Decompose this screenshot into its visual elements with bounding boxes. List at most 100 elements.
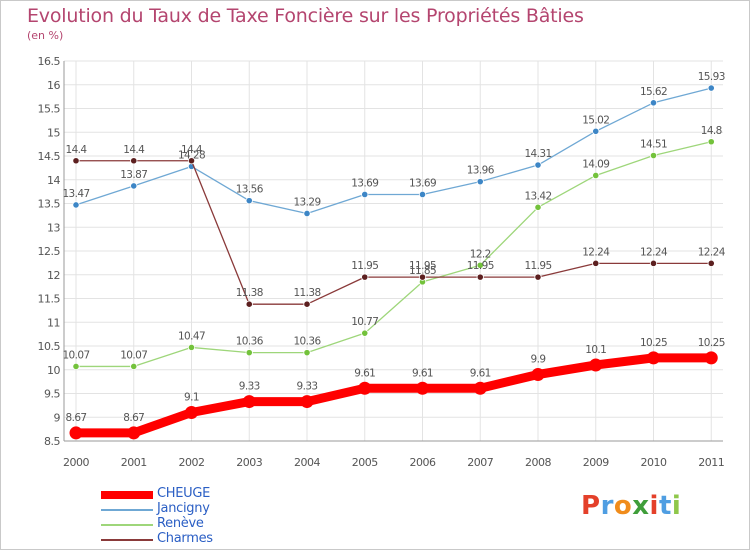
data-label: 11.85 (409, 265, 436, 277)
data-point (592, 127, 600, 135)
data-point (361, 329, 369, 337)
data-label: 11.95 (351, 260, 378, 272)
data-label: 13.96 (467, 165, 495, 177)
x-tick-label: 2009 (583, 456, 609, 469)
series-line-jancigny (75, 87, 712, 215)
chart-subtitle: (en %) (27, 29, 64, 42)
data-point (476, 261, 484, 269)
y-tick-label: 11.5 (38, 293, 61, 306)
data-point (704, 351, 718, 365)
data-label: 10.36 (293, 336, 321, 348)
data-point (361, 190, 369, 199)
data-label: 13.69 (409, 177, 436, 189)
data-point (245, 300, 253, 308)
data-point (130, 362, 138, 371)
data-label: 10.25 (698, 337, 725, 349)
data-point (187, 157, 196, 165)
legend-item-charmes: Charmes (101, 531, 321, 547)
data-label: 13.42 (524, 190, 551, 202)
legend-item-jancigny: Jancigny (101, 501, 321, 517)
data-point (300, 395, 314, 409)
data-label: 12.24 (582, 246, 610, 258)
legend: CHEUGE Jancigny Renève Charmes (101, 486, 321, 547)
logo-letter: r (600, 491, 614, 521)
data-point (589, 358, 603, 372)
data-label: 13.87 (120, 169, 147, 181)
data-label: 15.02 (582, 114, 609, 126)
series-line-cheuge (71, 353, 716, 438)
logo-letter: i (649, 491, 659, 521)
data-point (531, 368, 545, 381)
data-label: 12.24 (698, 246, 726, 258)
y-tick-label: 10 (47, 364, 60, 377)
y-tick-label: 12 (47, 269, 60, 282)
data-point (416, 381, 429, 395)
data-point (476, 178, 484, 186)
data-point (707, 138, 715, 146)
data-label: 12.2 (470, 248, 491, 260)
data-label: 13.47 (62, 188, 89, 200)
data-point (72, 201, 80, 209)
logo-letter: x (632, 491, 650, 521)
data-label: 9.33 (239, 381, 260, 393)
data-label: 10.07 (120, 349, 147, 361)
data-label: 11.95 (524, 260, 551, 272)
y-tick-label: 16.5 (38, 55, 61, 68)
data-point (303, 209, 311, 218)
x-tick-label: 2011 (698, 456, 724, 469)
data-label: 9.61 (412, 367, 433, 379)
data-point (707, 259, 715, 267)
data-point (473, 381, 487, 395)
data-label: 14.09 (582, 158, 609, 170)
y-tick-label: 10.5 (38, 340, 61, 353)
legend-item-cheuge: CHEUGE (101, 486, 321, 502)
data-label: 11.95 (409, 260, 436, 272)
data-label: 11.38 (236, 287, 263, 299)
y-tick-label: 14 (47, 174, 60, 187)
legend-label: Charmes (157, 531, 213, 546)
y-tick-label: 8.5 (44, 435, 60, 448)
legend-label: Renève (157, 516, 204, 531)
data-label: 14.4 (181, 144, 203, 156)
data-point (185, 406, 198, 419)
data-point (245, 349, 253, 357)
data-point (358, 381, 372, 395)
data-point (127, 426, 141, 440)
data-point (69, 426, 83, 440)
y-tick-label: 15 (47, 126, 60, 139)
y-tick-label: 9 (54, 411, 61, 424)
data-point (418, 190, 427, 199)
x-tick-label: 2000 (63, 456, 89, 469)
legend-label: CHEUGE (157, 486, 211, 501)
data-label: 14.51 (640, 139, 667, 151)
data-label: 9.1 (184, 392, 199, 404)
data-label: 10.07 (62, 349, 89, 361)
data-point (649, 259, 658, 267)
data-point (649, 151, 658, 160)
y-tick-label: 13.5 (38, 198, 61, 211)
data-point (534, 161, 542, 169)
y-tick-label: 15.5 (38, 103, 61, 116)
data-label: 10.25 (640, 337, 667, 349)
series-line-renève (75, 141, 712, 368)
x-tick-label: 2002 (179, 456, 205, 469)
data-label: 15.93 (698, 71, 725, 83)
data-point (303, 300, 311, 308)
series-line-charmes (75, 160, 712, 305)
data-label: 9.61 (470, 367, 491, 379)
data-point (476, 273, 484, 281)
data-label: 10.47 (178, 330, 205, 342)
data-label: 8.67 (123, 412, 144, 424)
data-label: 13.69 (351, 177, 378, 189)
x-tick-label: 2004 (294, 456, 320, 469)
data-point (418, 273, 427, 281)
data-label: 10.36 (236, 336, 264, 348)
y-tick-label: 14.5 (38, 150, 61, 163)
data-point (72, 362, 80, 371)
x-tick-label: 2006 (410, 456, 436, 469)
data-point (649, 99, 658, 107)
y-tick-label: 13 (47, 221, 60, 234)
y-tick-label: 16 (47, 79, 60, 92)
data-label: 14.28 (178, 149, 205, 161)
